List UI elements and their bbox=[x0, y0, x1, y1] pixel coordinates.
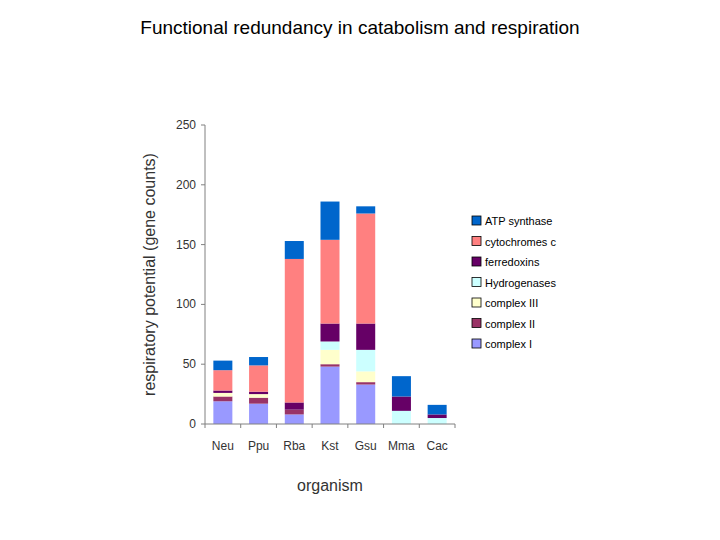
y-tick-label: 100 bbox=[176, 297, 196, 311]
y-tick bbox=[201, 125, 205, 126]
legend-label: ferredoxins bbox=[485, 256, 540, 268]
bar-segment bbox=[321, 367, 340, 424]
bar-segment bbox=[213, 370, 232, 390]
chart: Functional redundancy in catabolism and … bbox=[0, 0, 720, 540]
y-tick bbox=[201, 424, 205, 425]
x-tick bbox=[383, 424, 384, 428]
x-tick-label: Cac bbox=[426, 439, 447, 453]
bar-segment bbox=[356, 206, 375, 213]
legend-label: complex I bbox=[485, 338, 532, 350]
bars bbox=[213, 202, 446, 424]
bar-segment bbox=[285, 259, 304, 403]
bar-segment bbox=[392, 376, 411, 396]
x-axis bbox=[205, 424, 455, 425]
bar-segment bbox=[356, 324, 375, 350]
bar-segment bbox=[428, 405, 447, 415]
y-tick bbox=[201, 184, 205, 185]
bar-segment bbox=[356, 385, 375, 424]
x-tick bbox=[419, 424, 420, 428]
y-tick-label: 250 bbox=[176, 118, 196, 132]
bar-segment bbox=[356, 371, 375, 382]
x-tick-label: Mma bbox=[388, 439, 415, 453]
legend-label: Hydrogenases bbox=[485, 277, 556, 289]
bar-segment bbox=[356, 214, 375, 324]
bar-segment bbox=[428, 414, 447, 418]
x-tick-label: Kst bbox=[321, 439, 339, 453]
bar-segment bbox=[321, 324, 340, 342]
bar-segment bbox=[213, 361, 232, 371]
legend-label: complex II bbox=[485, 318, 535, 330]
x-tick-label: Rba bbox=[283, 439, 305, 453]
legend-label: ATP synthase bbox=[485, 215, 552, 227]
bar-segment bbox=[213, 396, 232, 401]
legend-swatch bbox=[472, 298, 481, 307]
bar-segment bbox=[213, 393, 232, 397]
y-tick-label: 0 bbox=[189, 417, 196, 431]
x-tick bbox=[312, 424, 313, 428]
bar-segment bbox=[392, 411, 411, 424]
y-axis bbox=[205, 125, 206, 424]
legend: ATP synthase cytochromes c ferredoxins Hydr… bbox=[472, 215, 556, 350]
bar-segment bbox=[285, 402, 304, 409]
legend-swatch bbox=[472, 278, 481, 287]
bar-segment bbox=[321, 350, 340, 364]
bar-segment bbox=[285, 414, 304, 424]
bar-segment bbox=[249, 398, 268, 404]
bar-segment bbox=[356, 350, 375, 372]
x-tick-label: Neu bbox=[212, 439, 234, 453]
x-tick bbox=[276, 424, 277, 428]
x-tick-label: Gsu bbox=[355, 439, 377, 453]
bar-segment bbox=[321, 364, 340, 366]
legend-swatch bbox=[472, 216, 481, 225]
bar-segment bbox=[321, 341, 340, 349]
y-tick bbox=[201, 244, 205, 245]
legend-swatch bbox=[472, 257, 481, 266]
x-tick bbox=[205, 424, 206, 428]
bar-segment bbox=[285, 410, 304, 415]
y-axis-label: respiratory potential (gene counts) bbox=[141, 153, 158, 396]
bar-segment bbox=[356, 382, 375, 384]
x-axis-label: organism bbox=[297, 477, 363, 494]
x-tick bbox=[240, 424, 241, 428]
bar-segment bbox=[285, 241, 304, 259]
legend-swatch bbox=[472, 319, 481, 328]
bar-segment bbox=[249, 365, 268, 391]
bar-segment bbox=[321, 240, 340, 324]
x-tick bbox=[347, 424, 348, 428]
bar-segment bbox=[249, 404, 268, 424]
bar-segment bbox=[321, 202, 340, 240]
bar-segment bbox=[213, 401, 232, 424]
bar-segment bbox=[213, 391, 232, 393]
bar-segment bbox=[428, 418, 447, 424]
x-tick-label: Ppu bbox=[248, 439, 269, 453]
legend-label: complex III bbox=[485, 297, 538, 309]
x-tick bbox=[455, 424, 456, 428]
title: Functional redundancy in catabolism and … bbox=[140, 17, 579, 38]
y-tick bbox=[201, 304, 205, 305]
y-tick-label: 200 bbox=[176, 178, 196, 192]
bar-segment bbox=[249, 357, 268, 365]
y-tick bbox=[201, 364, 205, 365]
legend-swatch bbox=[472, 237, 481, 246]
bar-segment bbox=[249, 394, 268, 398]
bar-segment bbox=[392, 396, 411, 410]
y-tick-label: 50 bbox=[183, 357, 197, 371]
y-tick-label: 150 bbox=[176, 238, 196, 252]
legend-swatch bbox=[472, 339, 481, 348]
legend-label: cytochromes c bbox=[485, 236, 556, 248]
bar-segment bbox=[249, 392, 268, 394]
